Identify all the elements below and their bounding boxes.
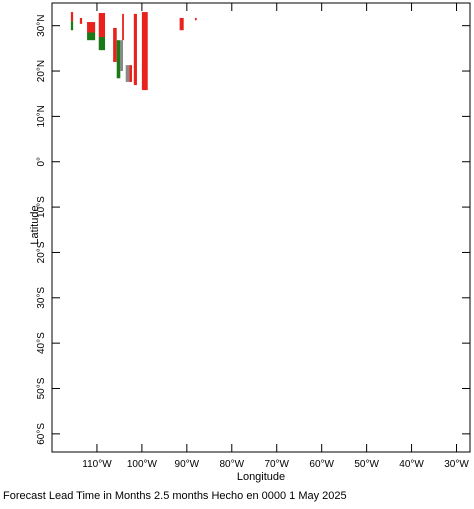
- x-tick-label: 100°W: [127, 459, 158, 470]
- y-tick-label: 30°N: [36, 15, 47, 37]
- y-tick-label: 40°S: [36, 332, 47, 354]
- y-axis-label: Latitude: [29, 205, 41, 244]
- forecast-cell: [87, 32, 96, 41]
- y-tick-label: 20°S: [36, 241, 47, 263]
- y-tick-label: 60°S: [36, 423, 47, 445]
- forecast-cell: [129, 65, 133, 82]
- forecast-cell: [70, 12, 74, 22]
- forecast-cell: [125, 65, 130, 82]
- y-tick-label: 30°S: [36, 287, 47, 309]
- forecast-cell: [98, 37, 106, 51]
- x-tick-label: 50°W: [354, 459, 379, 470]
- x-tick-label: 90°W: [175, 459, 200, 470]
- forecast-cell: [133, 13, 137, 86]
- x-tick-label: 110°W: [82, 459, 112, 470]
- forecast-cell: [87, 22, 96, 33]
- y-tick-label: 20°N: [36, 60, 47, 82]
- forecast-cell: [79, 17, 83, 24]
- x-tick-label: 80°W: [220, 459, 245, 470]
- y-tick-label: 10°S: [36, 196, 47, 218]
- forecast-cell: [141, 12, 148, 91]
- forecast-cell: [179, 17, 184, 31]
- forecast-cell: [116, 40, 121, 79]
- y-tick-label: 0°: [36, 157, 47, 167]
- x-tick-label: 70°W: [264, 459, 289, 470]
- forecast-cell: [194, 17, 197, 21]
- y-tick-label: 10°N: [36, 105, 47, 127]
- forecast-cell: [113, 27, 117, 62]
- x-tick-label: 40°W: [399, 459, 424, 470]
- plot-frame: [51, 2, 471, 453]
- x-tick-label: 30°W: [444, 459, 469, 470]
- forecast-cell: [98, 12, 106, 38]
- forecast-cell: [122, 13, 124, 41]
- forecast-cell: [120, 40, 124, 72]
- y-tick-label: 50°S: [36, 377, 47, 399]
- forecast-cell: [70, 21, 74, 31]
- x-tick-label: 60°W: [309, 459, 334, 470]
- x-axis-label: Longitude: [237, 471, 285, 483]
- footer: Forecast Lead Time in Months 2.5 months …: [3, 490, 347, 502]
